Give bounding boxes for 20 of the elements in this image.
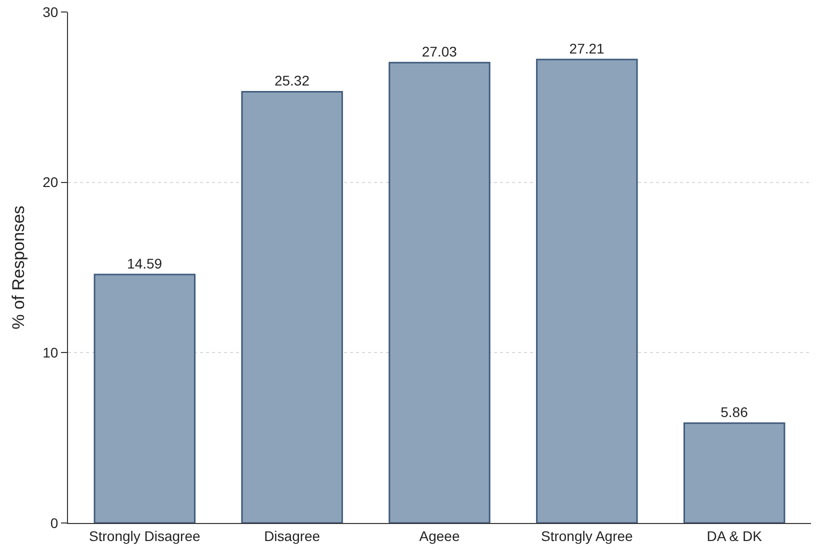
y-tick-label: 30 xyxy=(42,4,58,20)
bar xyxy=(94,274,196,523)
y-axis-title: % of Responses xyxy=(9,206,28,330)
bar xyxy=(536,58,638,523)
data-label: 5.86 xyxy=(720,404,748,420)
y-tick-label: 20 xyxy=(42,174,58,190)
bar xyxy=(241,90,343,523)
y-tick-label: 10 xyxy=(42,344,58,361)
x-tick-label: DA & DK xyxy=(706,528,763,544)
x-tick-label: Strongly Disagree xyxy=(89,528,201,544)
x-tick-label: Strongly Agree xyxy=(541,528,634,544)
bar xyxy=(683,422,786,523)
data-label: 27.21 xyxy=(569,40,605,57)
data-label: 25.32 xyxy=(274,72,310,89)
x-tick-label: Ageee xyxy=(419,528,460,544)
x-tick-label: Disagree xyxy=(264,528,320,544)
data-label: 14.59 xyxy=(127,255,162,272)
y-tick-label: 0 xyxy=(50,514,58,531)
data-label: 27.03 xyxy=(422,44,458,60)
bar xyxy=(388,62,490,523)
